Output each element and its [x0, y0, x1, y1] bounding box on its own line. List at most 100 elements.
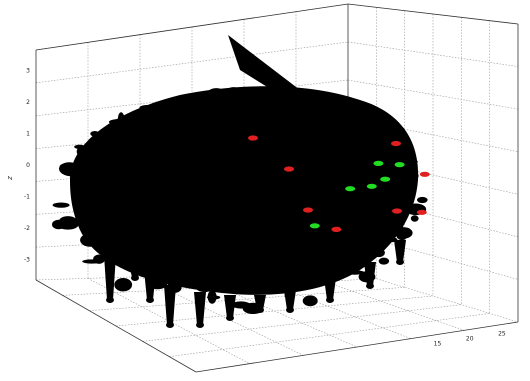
- cloud-drip: [364, 262, 376, 286]
- cloud-speck: [358, 149, 371, 154]
- cloud-speck: [85, 200, 94, 210]
- grid-line: [115, 295, 434, 327]
- cloud-drip: [129, 262, 141, 278]
- cloud-drip-end: [166, 322, 174, 328]
- grid-line: [347, 269, 519, 323]
- cloud-speck: [301, 91, 310, 105]
- cloud-speck: [239, 277, 252, 285]
- cloud-speck: [306, 259, 321, 268]
- z-tick-label: 1: [26, 130, 30, 137]
- cloud-drip: [194, 292, 206, 325]
- cloud-speck: [177, 123, 195, 138]
- grid-line: [142, 304, 462, 342]
- cloud-speck: [250, 99, 270, 113]
- cloud-speck: [87, 170, 103, 179]
- cloud-speck: [100, 190, 111, 201]
- red-point: [331, 226, 342, 232]
- grid-line: [347, 117, 519, 153]
- box-edge: [195, 321, 519, 373]
- z-tick-label: 3: [26, 67, 30, 74]
- cloud-speck: [325, 263, 340, 271]
- cloud-speck: [299, 283, 307, 288]
- cloud-speck: [136, 133, 158, 148]
- green-point: [394, 162, 405, 168]
- cloud-speck: [74, 144, 86, 149]
- cloud-speck: [220, 277, 231, 288]
- cloud-speck: [217, 101, 233, 113]
- grid-line: [347, 155, 519, 195]
- cloud-speck: [378, 257, 390, 265]
- cloud-speck: [365, 243, 373, 251]
- cloud-speck: [344, 161, 366, 173]
- red-point: [303, 207, 313, 213]
- cloud-speck: [241, 108, 258, 121]
- cloud-speck: [208, 102, 219, 112]
- green-point: [309, 223, 320, 229]
- cloud-speck: [327, 115, 343, 122]
- red-point: [248, 135, 258, 141]
- cloud-speck: [52, 219, 66, 230]
- z-tick-label: -2: [24, 225, 30, 232]
- cloud-speck: [417, 196, 428, 204]
- green-point: [366, 183, 377, 189]
- cloud-drip: [164, 285, 176, 325]
- cloud-drip: [254, 295, 266, 310]
- cloud-drip-end: [286, 307, 294, 313]
- y-tick-label: 25: [498, 331, 506, 338]
- highlight-points: [248, 135, 430, 232]
- axis-labels: 3 2 1 0 -1 -2 -3 z 15 20 25: [6, 67, 506, 347]
- cloud-speck: [274, 99, 292, 112]
- cloud-drip: [324, 278, 336, 300]
- cloud-speck: [302, 295, 318, 307]
- grid-line: [347, 231, 519, 280]
- cloud-speck: [111, 162, 122, 168]
- cloud-speck: [104, 134, 123, 147]
- cloud-speck: [253, 114, 273, 125]
- cloud-speck: [396, 229, 408, 241]
- cloud-speck: [298, 263, 309, 274]
- cloud-speck: [204, 91, 224, 98]
- z-tick-label: -3: [24, 256, 30, 263]
- cloud-speck: [129, 248, 136, 256]
- red-point: [284, 166, 294, 172]
- cloud-speck: [82, 165, 105, 171]
- cloud-speck: [293, 110, 312, 123]
- cloud-drip: [394, 240, 406, 262]
- cloud-speck: [344, 270, 365, 275]
- cloud-speck: [87, 216, 102, 228]
- cloud-speck: [52, 202, 70, 208]
- cloud-drip: [224, 295, 236, 318]
- cloud-drip: [284, 290, 296, 310]
- cloud-speck: [255, 87, 273, 98]
- cloud-speck: [278, 274, 293, 284]
- cloud-speck: [59, 162, 80, 176]
- cloud-speck: [107, 150, 119, 159]
- cloud-speck: [306, 121, 329, 131]
- cloud-drip-end: [256, 307, 264, 313]
- cloud-speck: [195, 281, 214, 293]
- cloud-speck: [225, 87, 242, 98]
- cloud-speck: [80, 233, 101, 247]
- cloud-speck: [151, 254, 163, 267]
- cloud-speck: [393, 169, 411, 182]
- y-tick-label: 15: [434, 341, 442, 348]
- cloud-speck: [356, 133, 366, 142]
- red-point: [419, 171, 430, 177]
- cloud-speck: [376, 133, 388, 144]
- cloud-speck: [274, 268, 283, 278]
- cloud-drip-end: [131, 275, 139, 281]
- cloud-speck: [146, 108, 166, 116]
- cloud-speck: [164, 125, 175, 132]
- cloud-speck: [164, 130, 174, 137]
- red-point: [391, 140, 401, 147]
- cloud-speck: [110, 125, 119, 139]
- cloud-speck: [78, 156, 100, 163]
- cloud-speck: [344, 154, 356, 163]
- cloud-speck: [189, 115, 203, 123]
- box-edge: [35, 279, 197, 373]
- cloud-speck: [123, 128, 137, 133]
- cloud-speck: [111, 242, 118, 247]
- cloud-speck: [372, 248, 385, 258]
- cloud-speck: [371, 192, 388, 201]
